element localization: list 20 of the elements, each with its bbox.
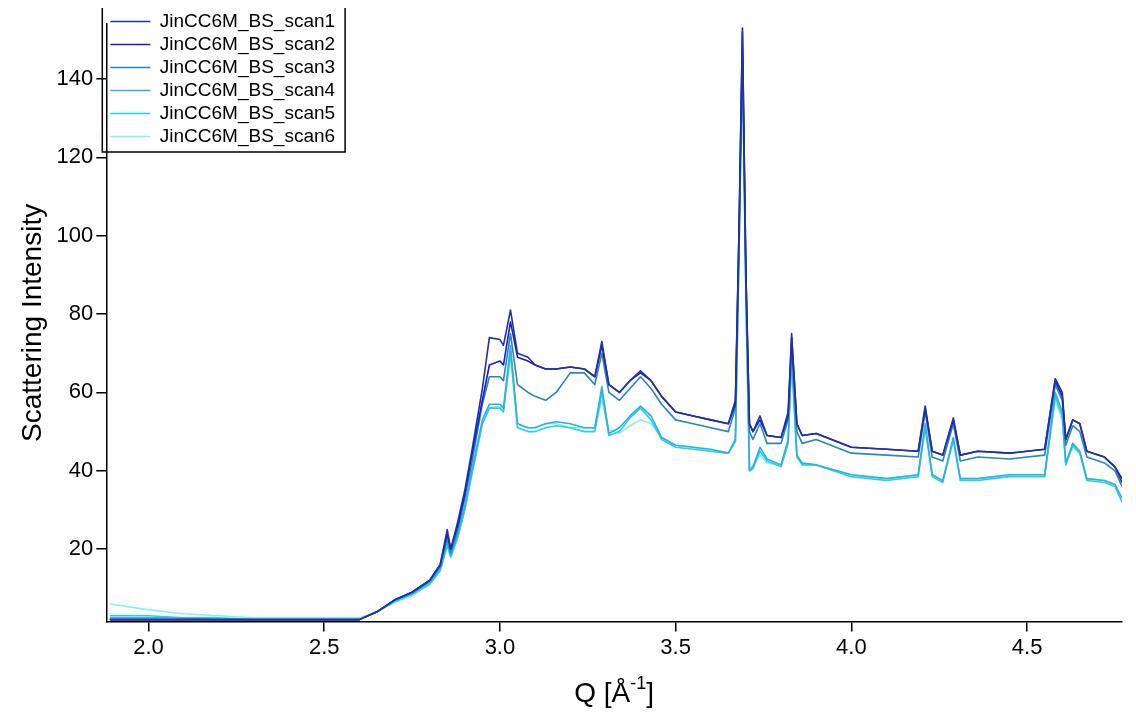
y-tick-label: 20 [68,535,94,561]
legend-label: JinCC6M_BS_scan4 [159,78,336,101]
x-tick-label: 3.5 [660,633,691,659]
legend-label: JinCC6M_BS_scan1 [159,9,336,32]
x-tick-label: 4.5 [1011,633,1043,659]
legend-label: JinCC6M_BS_scan2 [159,32,336,55]
legend-label: JinCC6M_BS_scan5 [159,101,336,124]
y-tick-label: 80 [68,300,94,326]
legend-label: JinCC6M_BS_scan6 [159,124,336,147]
y-tick-label: 140 [56,65,94,91]
y-tick-label: 100 [56,221,94,247]
x-tick-label: 2.5 [308,633,340,659]
x-tick-label: 4.0 [836,633,867,659]
x-tick-label: 3.0 [484,633,516,659]
y-tick-label: 60 [68,378,94,404]
y-axis-title: Scattering Intensity [15,203,47,442]
y-tick-label: 40 [68,456,94,482]
x-tick-label: 2.0 [133,633,164,659]
y-tick-label: 120 [56,143,94,169]
legend-label: JinCC6M_BS_scan3 [159,55,336,78]
